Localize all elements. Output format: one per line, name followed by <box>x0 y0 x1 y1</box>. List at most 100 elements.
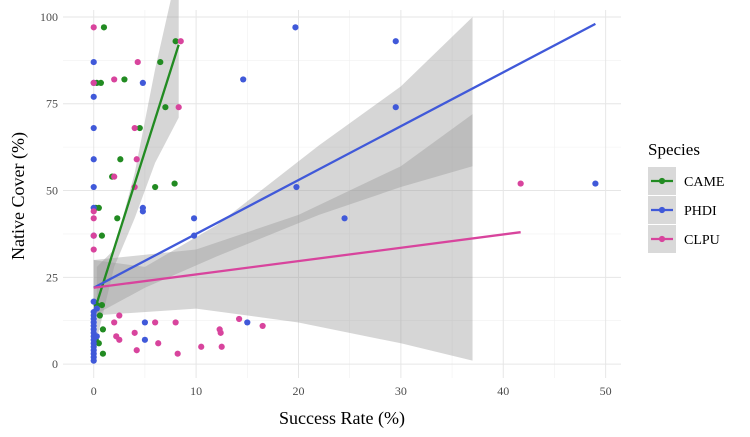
data-point-came <box>98 232 106 239</box>
data-point-phdi <box>392 104 399 111</box>
data-point-clpu <box>259 322 266 330</box>
fit-line-came <box>95 44 180 304</box>
data-point-came <box>100 24 108 31</box>
data-point-came <box>96 312 103 319</box>
data-point-clpu <box>134 58 141 66</box>
fit-line-phdi <box>93 22 596 289</box>
data-point-came <box>99 350 107 357</box>
data-point-clpu <box>177 38 184 45</box>
data-point-came <box>97 79 104 87</box>
data-point-phdi <box>341 215 348 222</box>
data-point-clpu <box>172 319 179 326</box>
data-point-clpu <box>133 156 140 163</box>
data-point-clpu <box>111 173 118 180</box>
data-point-clpu <box>116 312 123 319</box>
y-axis-title: Native Cover (%) <box>8 132 29 260</box>
y-tick-label: 0 <box>52 357 58 371</box>
data-point-clpu <box>152 319 159 326</box>
legend-item-phdi: PHDI <box>648 196 717 224</box>
data-point-phdi <box>90 124 97 132</box>
x-tick-label: 50 <box>600 384 612 398</box>
data-point-clpu <box>517 180 524 187</box>
y-tick-label: 100 <box>40 10 58 24</box>
legend: Species CAME PHDI CLPU <box>648 140 724 253</box>
confidence-band-phdi <box>93 16 473 316</box>
data-points <box>90 24 599 364</box>
data-point-phdi <box>592 180 599 187</box>
legend-label: PHDI <box>684 204 717 219</box>
data-point-clpu <box>90 232 97 239</box>
data-point-clpu <box>90 246 97 253</box>
x-tick-label: 20 <box>292 384 304 398</box>
legend-item-clpu: CLPU <box>648 225 720 253</box>
data-point-phdi <box>244 319 251 326</box>
data-point-came <box>157 58 164 66</box>
x-tick-label: 0 <box>91 384 97 398</box>
data-point-phdi <box>90 93 97 100</box>
data-point-phdi <box>93 333 100 340</box>
data-point-clpu <box>131 329 138 336</box>
data-point-came <box>162 104 169 111</box>
confidence-band-clpu <box>93 114 473 361</box>
data-point-came <box>152 183 159 191</box>
data-point-phdi <box>90 156 97 163</box>
y-tick-label: 50 <box>46 184 58 198</box>
data-point-phdi <box>139 208 146 215</box>
data-point-clpu <box>175 104 182 111</box>
fit-lines <box>93 22 596 304</box>
data-point-came <box>98 301 106 309</box>
x-tick-label: 30 <box>395 384 407 398</box>
data-point-phdi <box>90 58 97 66</box>
data-point-phdi <box>141 319 149 326</box>
data-point-phdi <box>292 24 299 31</box>
x-tick-label: 10 <box>190 384 202 398</box>
data-point-clpu <box>111 319 118 326</box>
tick-labels: 0 10 20 30 40 50 0 25 50 75 100 <box>40 10 612 398</box>
confidence-bands <box>93 0 473 361</box>
x-tick-label: 40 <box>497 384 509 398</box>
data-point-phdi <box>139 79 146 87</box>
y-tick-label: 25 <box>46 270 58 284</box>
data-point-came <box>121 76 128 83</box>
legend-label: CLPU <box>684 233 720 248</box>
data-point-came <box>95 204 102 211</box>
legend-key-point <box>658 206 666 214</box>
fit-line-clpu <box>93 231 521 289</box>
data-point-phdi <box>190 215 198 222</box>
data-point-clpu <box>155 340 162 347</box>
data-point-clpu <box>90 79 97 87</box>
data-point-phdi <box>90 183 97 191</box>
data-point-clpu <box>90 208 97 215</box>
y-tick-label: 75 <box>46 97 58 111</box>
legend-key-point <box>658 177 666 185</box>
data-point-came <box>99 326 107 333</box>
legend-title: Species <box>648 140 700 159</box>
data-point-clpu <box>131 124 138 132</box>
x-axis-title: Success Rate (%) <box>279 408 405 429</box>
data-point-clpu <box>133 347 140 354</box>
data-point-clpu <box>236 315 243 323</box>
data-point-came <box>172 38 179 45</box>
legend-key-point <box>658 235 666 243</box>
data-point-came <box>136 124 143 132</box>
data-point-phdi <box>90 298 97 305</box>
legend-label: CAME <box>684 175 724 190</box>
data-point-clpu <box>90 24 97 31</box>
data-point-clpu <box>90 215 97 222</box>
data-point-phdi <box>90 357 97 364</box>
data-point-clpu <box>217 329 224 336</box>
data-point-phdi <box>293 183 300 191</box>
legend-item-came: CAME <box>648 167 724 195</box>
confidence-band-came <box>96 0 179 340</box>
data-point-clpu <box>198 343 205 350</box>
data-point-phdi <box>240 76 247 83</box>
data-point-came <box>171 180 178 187</box>
data-point-came <box>95 340 102 347</box>
data-point-clpu <box>218 343 225 350</box>
data-point-clpu <box>174 350 181 357</box>
data-point-came <box>117 156 124 163</box>
data-point-clpu <box>111 76 118 83</box>
data-point-clpu <box>116 336 123 343</box>
data-point-phdi <box>141 336 149 343</box>
